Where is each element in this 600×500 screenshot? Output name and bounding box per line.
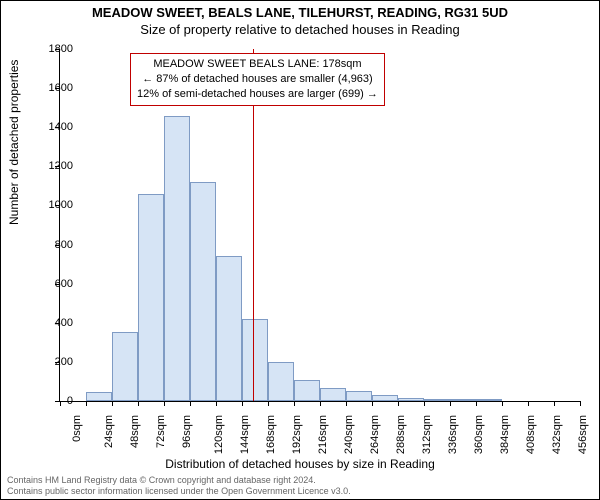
- x-axis-label: Distribution of detached houses by size …: [1, 457, 599, 471]
- histogram-bar: [164, 116, 190, 402]
- ytick-label: 200: [55, 356, 73, 368]
- histogram-bar: [86, 392, 112, 401]
- ytick-label: 1400: [49, 121, 73, 133]
- xtick: [528, 401, 529, 406]
- xtick: [320, 401, 321, 406]
- xtick: [138, 401, 139, 406]
- histogram-bar: [346, 391, 372, 401]
- footer-attribution: Contains HM Land Registry data © Crown c…: [7, 475, 593, 497]
- ytick-label: 600: [55, 278, 73, 290]
- histogram-bar: [372, 395, 398, 401]
- ytick-label: 1800: [49, 43, 73, 55]
- xtick-label: 264sqm: [369, 415, 381, 454]
- histogram-bar: [398, 398, 424, 401]
- xtick-label: 456sqm: [577, 415, 589, 454]
- plot-area: MEADOW SWEET BEALS LANE: 178sqm← 87% of …: [59, 49, 580, 402]
- xtick: [372, 401, 373, 406]
- xtick-label: 312sqm: [421, 415, 433, 454]
- histogram-bar: [138, 194, 164, 401]
- xtick: [86, 401, 87, 406]
- xtick-label: 144sqm: [239, 415, 251, 454]
- xtick-label: 168sqm: [265, 415, 277, 454]
- xtick: [294, 401, 295, 406]
- xtick-label: 24sqm: [103, 415, 115, 448]
- info-box-line: ← 87% of detached houses are smaller (4,…: [137, 72, 378, 87]
- histogram-bar: [268, 362, 294, 401]
- ytick-label: 1200: [49, 160, 73, 172]
- histogram-bar: [320, 388, 346, 401]
- histogram-bar: [450, 399, 476, 401]
- xtick: [580, 401, 581, 406]
- footer-line-1: Contains HM Land Registry data © Crown c…: [7, 475, 593, 486]
- xtick-label: 336sqm: [447, 415, 459, 454]
- xtick-label: 72sqm: [155, 415, 167, 448]
- histogram-bar: [424, 399, 450, 401]
- xtick-label: 216sqm: [317, 415, 329, 454]
- ytick-label: 1000: [49, 199, 73, 211]
- chart-container: MEADOW SWEET, BEALS LANE, TILEHURST, REA…: [0, 0, 600, 500]
- xtick-label: 240sqm: [343, 415, 355, 454]
- histogram-bar: [190, 182, 216, 401]
- xtick: [216, 401, 217, 406]
- title-sub: Size of property relative to detached ho…: [1, 22, 599, 37]
- xtick: [346, 401, 347, 406]
- xtick: [112, 401, 113, 406]
- xtick: [268, 401, 269, 406]
- xtick-label: 288sqm: [395, 415, 407, 454]
- xtick: [60, 401, 61, 406]
- chart-area: MEADOW SWEET BEALS LANE: 178sqm← 87% of …: [59, 49, 579, 401]
- title-main: MEADOW SWEET, BEALS LANE, TILEHURST, REA…: [1, 5, 599, 20]
- xtick: [190, 401, 191, 406]
- xtick-label: 360sqm: [473, 415, 485, 454]
- histogram-bar: [294, 380, 320, 401]
- xtick-label: 192sqm: [291, 415, 303, 454]
- ytick-label: 800: [55, 239, 73, 251]
- info-box-line: MEADOW SWEET BEALS LANE: 178sqm: [137, 57, 378, 72]
- xtick-label: 120sqm: [213, 415, 225, 454]
- xtick: [242, 401, 243, 406]
- info-box: MEADOW SWEET BEALS LANE: 178sqm← 87% of …: [130, 53, 385, 106]
- xtick-label: 48sqm: [129, 415, 141, 448]
- xtick: [476, 401, 477, 406]
- histogram-bar: [476, 399, 502, 401]
- ytick-label: 0: [67, 395, 73, 407]
- xtick: [164, 401, 165, 406]
- y-axis-label: Number of detached properties: [7, 60, 21, 225]
- xtick-label: 432sqm: [551, 415, 563, 454]
- xtick: [424, 401, 425, 406]
- info-box-line: 12% of semi-detached houses are larger (…: [137, 87, 378, 102]
- xtick-label: 96sqm: [181, 415, 193, 448]
- xtick: [554, 401, 555, 406]
- footer-line-2: Contains public sector information licen…: [7, 486, 593, 497]
- xtick: [502, 401, 503, 406]
- xtick-label: 384sqm: [499, 415, 511, 454]
- histogram-bar: [112, 332, 138, 401]
- ytick-label: 400: [55, 317, 73, 329]
- xtick: [450, 401, 451, 406]
- xtick-label: 408sqm: [525, 415, 537, 454]
- xtick: [398, 401, 399, 406]
- histogram-bar: [242, 319, 268, 401]
- xtick-label: 0sqm: [71, 415, 83, 442]
- histogram-bar: [216, 256, 242, 401]
- ytick-label: 1600: [49, 82, 73, 94]
